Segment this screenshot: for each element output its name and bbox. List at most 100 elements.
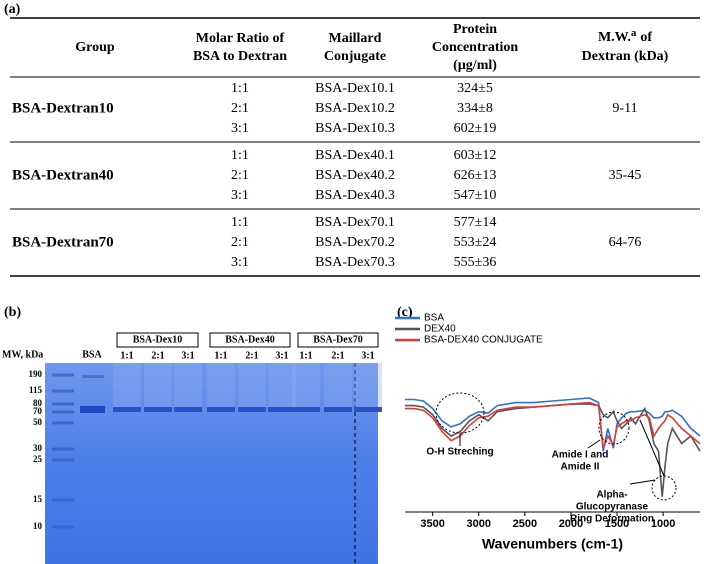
table-cell: BSA-Dex40.2 (315, 168, 395, 183)
x-axis-label: Wavenumbers (cm-1) (482, 536, 623, 552)
protein-band (268, 407, 296, 412)
x-tick-label: 3000 (467, 518, 491, 530)
annotation: Amide I and (552, 450, 609, 461)
mw-label: 10 (33, 521, 43, 531)
protein-band (174, 407, 202, 412)
spectrum-line (405, 397, 701, 452)
table-cell: BSA-Dex10.1 (315, 81, 395, 96)
lane-smear (354, 363, 382, 408)
table-cell: 2:1 (231, 168, 249, 183)
table-header: Maillard (329, 31, 382, 46)
legend-label: DEX40 (424, 324, 456, 335)
header-text: of (640, 30, 652, 45)
marker-band (52, 402, 74, 406)
table-cell: 324±5 (457, 81, 493, 96)
table-header: Dextran (kDa) (582, 49, 669, 64)
table-cell: 602±19 (454, 121, 497, 136)
lane-label: 2:1 (151, 350, 164, 361)
x-tick-label: 1000 (651, 518, 675, 530)
table-cell: 1:1 (231, 215, 249, 230)
group-name: BSA-Dextran40 (12, 167, 114, 183)
table-cell: 603±12 (454, 148, 497, 163)
mw-label: 50 (33, 417, 43, 427)
spectrum-line (405, 401, 701, 449)
header-sup: a (631, 27, 637, 39)
table-cell: 3:1 (231, 188, 249, 203)
annotation: Glucopyranase (576, 502, 649, 513)
annotation-circle (598, 411, 630, 445)
legend-label: BSA (424, 313, 444, 324)
lane-label: 1:1 (214, 350, 227, 361)
header-text: M.W. (598, 30, 631, 45)
marker-band (52, 498, 74, 502)
lane-label: 2:1 (331, 350, 344, 361)
annotation-circle (435, 392, 485, 434)
table-header: Conjugate (324, 49, 386, 64)
table-cell: 9-11 (612, 101, 637, 116)
group-name: BSA-Dextran70 (12, 234, 114, 250)
annotation-arrow (629, 479, 656, 485)
lane-label: 3:1 (181, 350, 194, 361)
group-name: BSA-Dextran10 (12, 100, 114, 116)
table-cell: 547±10 (454, 188, 497, 203)
panel-label: (b) (4, 305, 21, 320)
mw-label: 70 (33, 406, 43, 416)
lane-label: 1:1 (299, 350, 312, 361)
protein-band (324, 407, 352, 412)
marker-band (52, 421, 74, 425)
panel-label: (a) (4, 2, 21, 17)
protein-band (80, 406, 105, 413)
marker-band (52, 410, 74, 414)
panel-label: (c) (397, 305, 413, 320)
table-cell: 334±8 (457, 101, 493, 116)
protein-band (292, 407, 320, 412)
lane-smear (113, 363, 141, 408)
gel-group: BSA-Dex70 (313, 334, 362, 345)
lane-smear (268, 363, 296, 408)
table-header: Group (75, 40, 115, 55)
lane-label: 3:1 (275, 350, 288, 361)
lane-smear (292, 363, 320, 408)
table-cell: BSA-Dex10.3 (315, 121, 395, 136)
marker-band (52, 458, 74, 462)
x-tick-label: 2000 (559, 518, 583, 530)
table-header: Molar Ratio of (196, 31, 285, 46)
protein-band (354, 407, 382, 412)
table-header: M.W.a of (598, 27, 652, 46)
lane-label: 2:1 (245, 350, 258, 361)
mw-label: 190 (29, 369, 43, 379)
table-cell: 2:1 (231, 235, 249, 250)
mw-label: 115 (29, 385, 43, 395)
table-cell: BSA-Dex10.2 (315, 101, 395, 116)
mw-label: 80 (33, 398, 43, 408)
table-cell: 1:1 (231, 81, 249, 96)
lane-smear (324, 363, 352, 408)
group-box (209, 332, 291, 348)
gel-group: BSA-Dex40 (225, 334, 274, 345)
gel-label: MW, kDa (2, 349, 43, 360)
table-cell: 64-76 (609, 235, 642, 250)
table-cell: 553±24 (454, 235, 497, 250)
table-header: Concentration (432, 40, 519, 55)
table-cell: 577±14 (454, 215, 497, 230)
table-cell: 2:1 (231, 101, 249, 116)
protein-band (144, 407, 172, 412)
marker-band (52, 525, 74, 529)
table-cell: 3:1 (231, 255, 249, 270)
x-tick-label: 3500 (420, 518, 444, 530)
lane-smear (144, 363, 172, 408)
annotation: Alpha- (596, 490, 627, 501)
protein-band (113, 407, 141, 412)
legend-label: BSA-DEX40 CONJUGATE (424, 335, 543, 346)
table-cell: 3:1 (231, 121, 249, 136)
annotation: Amide II (561, 462, 600, 473)
table-cell: 35-45 (609, 168, 642, 183)
table-cell: 555±36 (454, 255, 497, 270)
lane-smear (238, 363, 266, 408)
mw-label: 25 (33, 454, 43, 464)
table-header: BSA to Dextran (193, 49, 287, 64)
annotation-arrow (639, 419, 665, 477)
protein-band (238, 407, 266, 412)
gel-image (45, 363, 378, 564)
table-header: Protein (453, 22, 497, 37)
